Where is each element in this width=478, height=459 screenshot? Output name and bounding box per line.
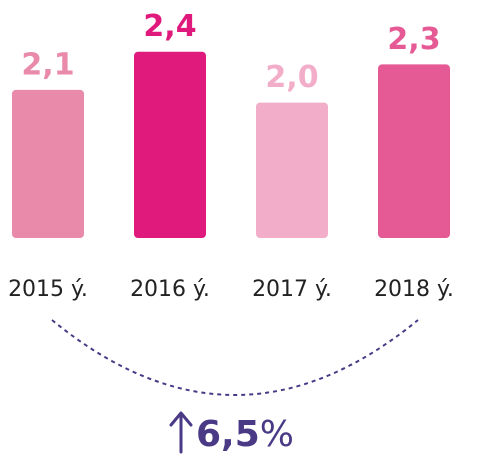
value-label: 2,1 [21, 47, 74, 82]
change-value: 6,5 [196, 414, 260, 455]
bar [256, 102, 328, 238]
up-arrow [169, 411, 193, 454]
value-label: 2,4 [143, 9, 196, 44]
bar [12, 89, 84, 239]
value-label: 2,0 [265, 60, 318, 95]
x-tick-label: 2015 ý. [8, 277, 88, 302]
bar [134, 51, 206, 239]
change-unit: % [260, 414, 294, 455]
x-tick-label: 2016 ý. [130, 277, 210, 302]
x-tick-label: 2018 ý. [374, 277, 454, 302]
change-label: 6,5% [196, 414, 294, 455]
bar [378, 64, 450, 239]
x-tick-label: 2017 ý. [252, 277, 332, 302]
trend-curve [51, 319, 419, 396]
value-label: 2,3 [387, 22, 440, 57]
